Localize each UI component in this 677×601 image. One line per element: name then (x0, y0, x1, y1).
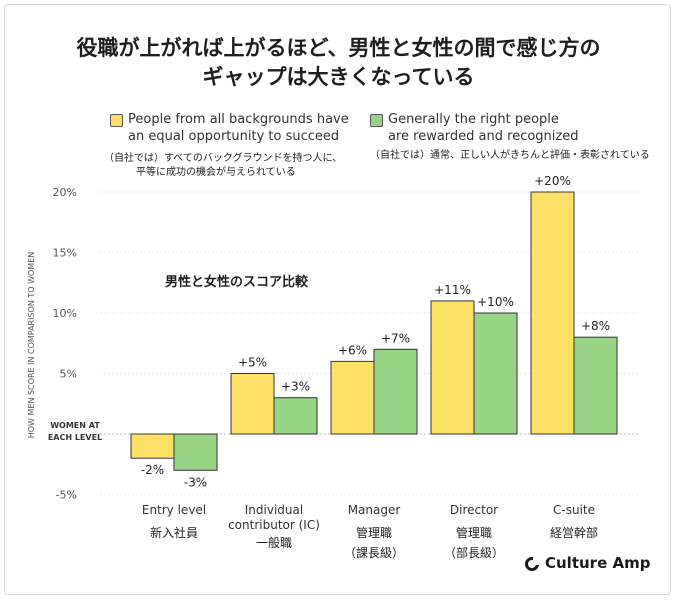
legend-label-1a: People from all backgrounds have (128, 112, 349, 127)
category-label-ja: 管理職 (456, 525, 492, 540)
data-label: -3% (184, 475, 207, 489)
bar-green (173, 433, 218, 471)
y-tick-label: 10% (53, 307, 77, 320)
data-label: +8% (581, 319, 610, 333)
category-label-ja: 一般職 (256, 535, 292, 550)
category-label: Individual (245, 503, 303, 517)
legend-label-2b: are rewarded and recognized (388, 129, 579, 144)
data-label: +20% (534, 174, 571, 188)
legend-note-1b: 平等に成功の機会が与えられている (136, 167, 296, 178)
bar-yellow (330, 360, 375, 435)
legend-label-2a: Generally the right people (388, 112, 559, 127)
legend-note-1a: （自社では）すべてのバックグラウンドを持つ人に、 (104, 153, 343, 164)
data-label: +7% (381, 331, 410, 345)
legend-swatch-green (370, 114, 383, 127)
baseline-label-line1: WOMEN AT (50, 421, 100, 430)
category-label: Manager (348, 503, 401, 517)
bar-green (473, 312, 518, 435)
legend-label-1b: an equal opportunity to succeed (128, 129, 340, 144)
bar-yellow (130, 433, 175, 459)
data-label: +5% (238, 356, 267, 370)
category-label: Director (450, 503, 498, 517)
category-label: Entry level (142, 503, 206, 517)
legend-swatch-yellow (110, 114, 123, 127)
data-label: +11% (434, 283, 471, 297)
data-label: +6% (338, 343, 367, 357)
data-label: -2% (141, 463, 164, 477)
bar-green (573, 336, 618, 435)
chart-annotation: 男性と女性のスコア比較 (165, 274, 309, 290)
category-label-ja: 経営幹部 (550, 525, 598, 540)
category-label-ja: （部長級） (444, 545, 504, 560)
y-tick-label: 5% (60, 368, 77, 381)
category-label-ja: （課長級） (344, 545, 404, 560)
category-label: C-suite (553, 503, 595, 517)
bar-yellow (230, 373, 275, 435)
bar-green (273, 397, 318, 435)
chart-title-line1: 役職が上がれば上がるほど、男性と女性の間で感じ方の (76, 36, 601, 60)
legend-note-2a: （自社では）通常、正しい人がきちんと評価・表彰されている (370, 150, 650, 161)
y-tick-label: 15% (53, 247, 77, 260)
chart-frame (4, 4, 671, 595)
bar-yellow (530, 191, 575, 435)
category-label-ja: 管理職 (356, 525, 392, 540)
category-label-ja: 新入社員 (150, 525, 198, 540)
baseline-label-line2: EACH LEVEL (48, 433, 102, 442)
chart-title-line2: ギャップは大きくなっている (202, 65, 475, 89)
brand-name: Culture Amp (545, 554, 651, 572)
data-label: +10% (477, 295, 514, 309)
bar-yellow (430, 300, 475, 435)
bar-green (373, 348, 418, 435)
y-axis-label: HOW MEN SCORE IN COMPARISON TO WOMEN (27, 252, 36, 439)
category-label: contributor (IC) (228, 518, 320, 532)
culture-amp-logo-icon (525, 557, 539, 571)
data-label: +3% (281, 380, 310, 394)
y-tick-label: -5% (56, 489, 77, 502)
y-tick-label: 20% (53, 186, 77, 199)
